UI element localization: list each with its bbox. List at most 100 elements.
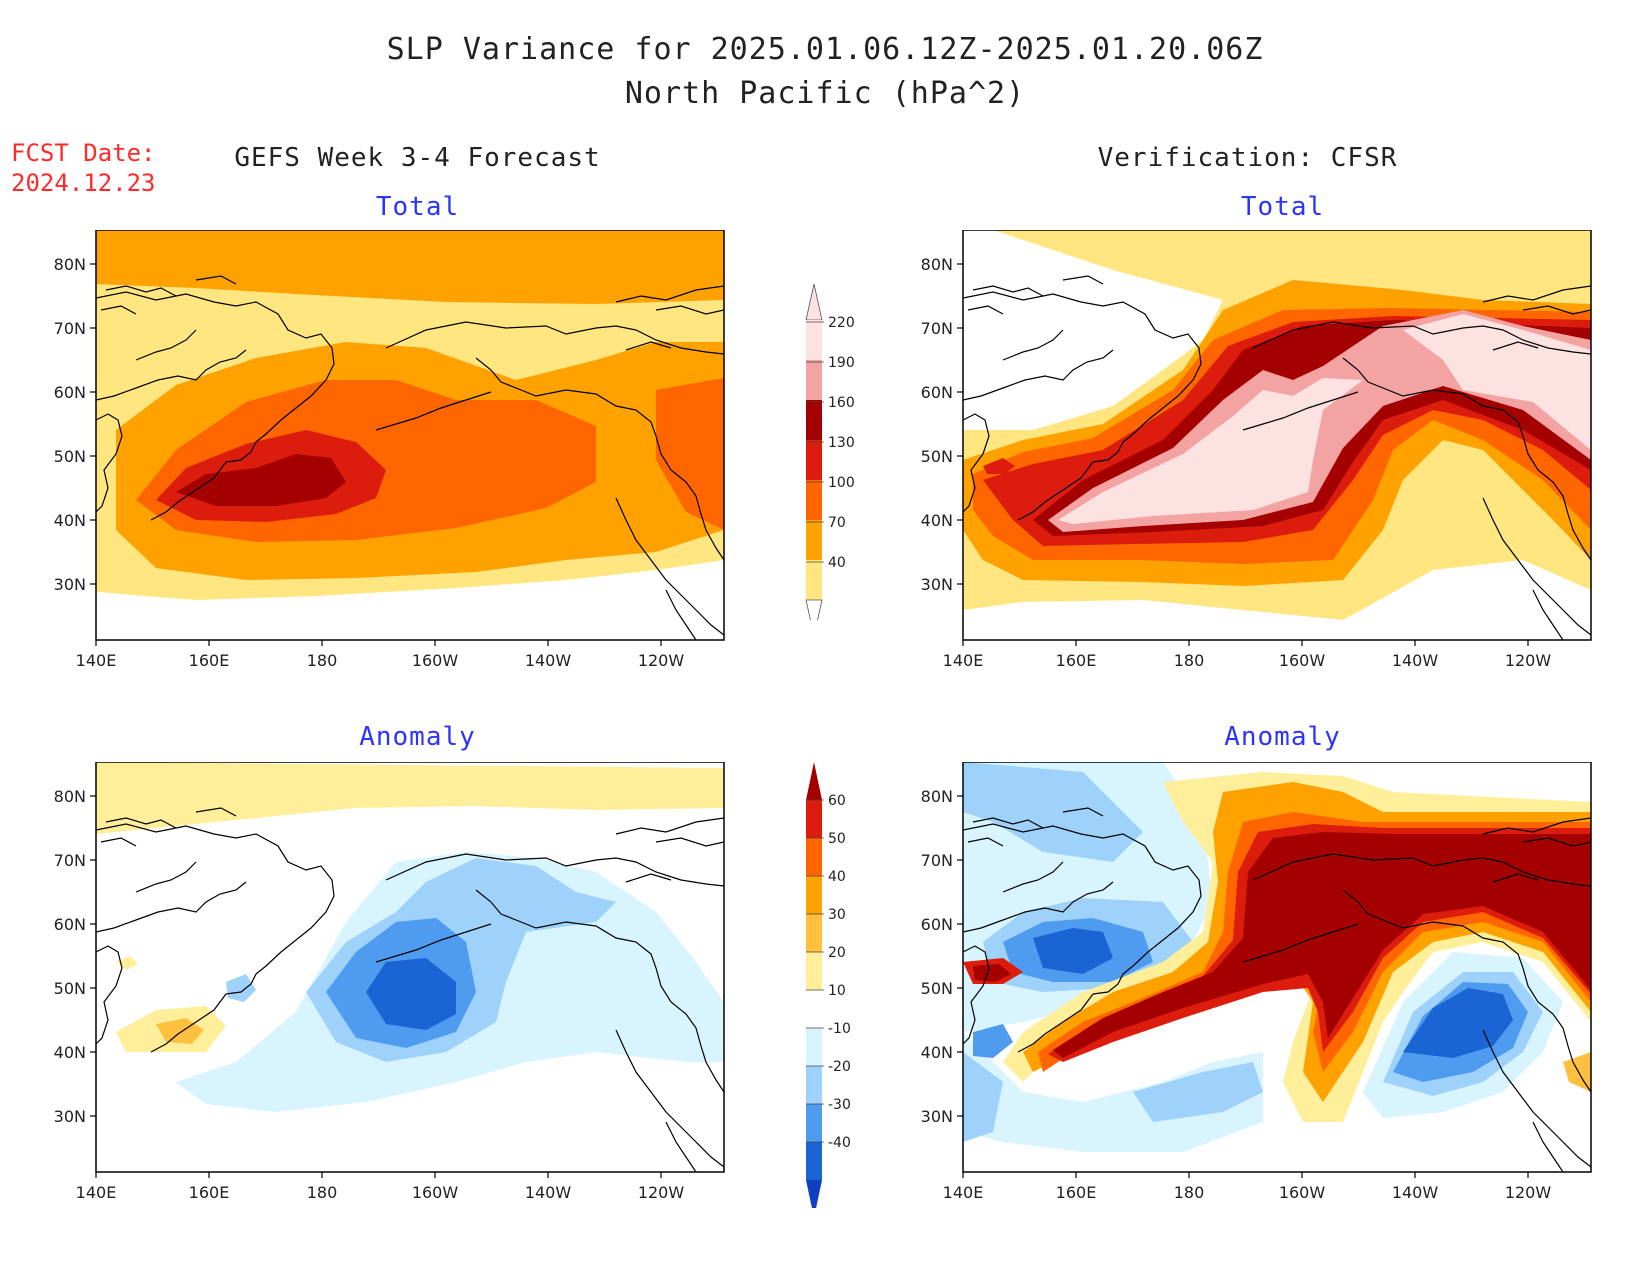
colorbar-extend-top — [806, 762, 822, 800]
lon-label-tl: 140W — [525, 651, 572, 670]
lon-label-tr: 140E — [943, 651, 984, 670]
lat-label-tr: 30N — [921, 575, 953, 594]
lat-label-tr: 40N — [921, 511, 953, 530]
colorbar-label: 40 — [828, 555, 846, 571]
lat-label-tl: 60N — [54, 383, 86, 402]
colorbar-label: 30 — [828, 907, 846, 923]
colorbar-swatch — [806, 400, 822, 440]
colorbar-swatch — [806, 876, 822, 914]
lon-label-tl: 160W — [412, 651, 459, 670]
colorbar-swatch — [806, 914, 822, 952]
lon-label-br: 180 — [1174, 1183, 1205, 1202]
top-right-subtitle: Total — [1240, 192, 1325, 222]
lon-label-tr: 160W — [1279, 651, 1326, 670]
colorbar-label: 60 — [828, 793, 846, 809]
colorbar-label: -40 — [828, 1135, 851, 1151]
lat-label-tl: 30N — [54, 575, 86, 594]
colorbar-total: 220 190 160 130 100 70 40 — [805, 283, 855, 620]
colorbar-label: 100 — [828, 475, 855, 491]
colorbar-label: 50 — [828, 831, 846, 847]
map-verification-total — [962, 230, 1592, 641]
lat-label-tr: 80N — [921, 255, 953, 274]
main-title-line2: North Pacific (hPa^2) — [624, 76, 1026, 111]
colorbar-label: 220 — [828, 315, 855, 331]
lat-label-bl: 60N — [54, 915, 86, 934]
colorbar-swatch — [806, 1028, 822, 1066]
lat-label-tl: 70N — [54, 319, 86, 338]
fcst-date: 2024.12.23 — [11, 169, 156, 197]
lon-label-bl: 160E — [189, 1183, 230, 1202]
colorbar-extend-top — [805, 283, 823, 321]
lon-label-bl: 120W — [638, 1183, 685, 1202]
lon-label-tr: 180 — [1174, 651, 1205, 670]
colorbar-swatch — [806, 952, 822, 990]
lat-label-bl: 80N — [54, 787, 86, 806]
lat-label-tr: 70N — [921, 319, 953, 338]
lat-label-bl: 40N — [54, 1043, 86, 1062]
lon-label-br: 160E — [1056, 1183, 1097, 1202]
lat-label-bl: 70N — [54, 851, 86, 870]
colorbar-swatch — [806, 1104, 822, 1142]
lon-label-br: 120W — [1505, 1183, 1552, 1202]
colorbar-swatch — [806, 520, 822, 560]
lon-label-tl: 120W — [638, 651, 685, 670]
colorbar-label: 40 — [828, 869, 846, 885]
colorbar-swatch — [806, 440, 822, 480]
colorbar-swatch — [806, 320, 822, 360]
colorbar-label: 190 — [828, 355, 855, 371]
colorbar-swatch — [806, 560, 822, 600]
lon-label-br: 140W — [1392, 1183, 1439, 1202]
lat-label-tl: 40N — [54, 511, 86, 530]
lon-label-tl: 160E — [189, 651, 230, 670]
lat-label-tr: 50N — [921, 447, 953, 466]
colorbar-label: 70 — [828, 515, 846, 531]
bottom-left-subtitle: Anomaly — [359, 722, 476, 752]
lon-label-tr: 140W — [1392, 651, 1439, 670]
top-left-subtitle: Total — [375, 192, 460, 222]
lon-label-tl: 180 — [307, 651, 338, 670]
lat-label-br: 60N — [921, 915, 953, 934]
colorbar-label: 10 — [828, 983, 846, 999]
lat-label-br: 40N — [921, 1043, 953, 1062]
lat-label-tr: 60N — [921, 383, 953, 402]
lat-label-tl: 80N — [54, 255, 86, 274]
colorbar-extend-bottom — [806, 1180, 822, 1208]
colorbar-label: 160 — [828, 395, 855, 411]
colorbar-swatch — [806, 360, 822, 400]
lon-label-bl: 160W — [412, 1183, 459, 1202]
bottom-right-subtitle: Anomaly — [1224, 722, 1341, 752]
left-column-title: GEFS Week 3-4 Forecast — [234, 143, 601, 173]
colorbar-swatch — [806, 1066, 822, 1104]
colorbar-label: -20 — [828, 1059, 851, 1075]
colorbar-swatch — [806, 800, 822, 838]
colorbar-swatch — [806, 480, 822, 520]
lon-label-tr: 160E — [1056, 651, 1097, 670]
colorbar-label: -10 — [828, 1021, 851, 1037]
fcst-label: FCST Date: — [11, 139, 156, 167]
lat-label-bl: 50N — [54, 979, 86, 998]
colorbar-label: 20 — [828, 945, 846, 961]
colorbar-swatch — [806, 1142, 822, 1180]
colorbar-swatch — [806, 838, 822, 876]
map-forecast-total — [95, 230, 725, 641]
lat-label-br: 50N — [921, 979, 953, 998]
lon-label-bl: 140E — [76, 1183, 117, 1202]
lat-label-br: 30N — [921, 1107, 953, 1126]
colorbar-anomaly: 60 50 40 30 20 10 -10 -20 -30 -40 — [806, 762, 851, 1208]
colorbar-swatch — [806, 990, 822, 1028]
colorbar-extend-bottom — [805, 599, 823, 620]
colorbar-label: 130 — [828, 435, 855, 451]
main-title-line1: SLP Variance for 2025.01.06.12Z-2025.01.… — [386, 32, 1264, 67]
lon-label-bl: 180 — [307, 1183, 338, 1202]
map-forecast-anomaly — [95, 762, 725, 1173]
lat-label-bl: 30N — [54, 1107, 86, 1126]
map-verification-anomaly — [962, 762, 1592, 1173]
lon-label-br: 160W — [1279, 1183, 1326, 1202]
colorbar-label: -30 — [828, 1097, 851, 1113]
lat-label-br: 70N — [921, 851, 953, 870]
lat-label-br: 80N — [921, 787, 953, 806]
lon-label-bl: 140W — [525, 1183, 572, 1202]
lon-label-tr: 120W — [1505, 651, 1552, 670]
right-column-title: Verification: CFSR — [1097, 143, 1398, 173]
